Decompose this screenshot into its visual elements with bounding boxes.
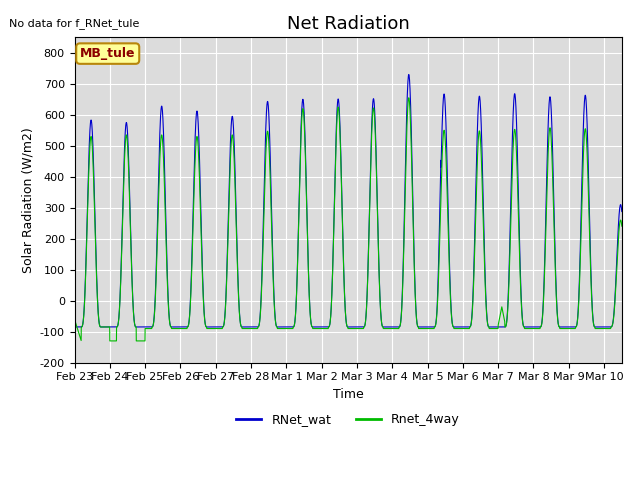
RNet_wat xyxy=(70,324,78,330)
Y-axis label: Solar Radiation (W/m2): Solar Radiation (W/m2) xyxy=(21,127,34,273)
Rnet_4way xyxy=(70,316,78,322)
X-axis label: Time: Time xyxy=(333,388,364,401)
RNet_wat xyxy=(188,265,195,271)
Title: Net Radiation: Net Radiation xyxy=(287,15,410,33)
RNet_wat xyxy=(636,324,640,330)
Rnet_4way xyxy=(378,322,386,328)
Rnet_4way xyxy=(540,293,548,299)
Rnet_4way xyxy=(106,338,114,344)
Rnet_4way xyxy=(636,325,640,331)
Rnet_4way xyxy=(554,322,562,327)
RNet_wat xyxy=(554,320,562,326)
Text: No data for f_RNet_tule: No data for f_RNet_tule xyxy=(9,18,140,29)
Rnet_4way xyxy=(408,187,416,193)
Line: Rnet_4way: Rnet_4way xyxy=(74,98,639,341)
RNet_wat xyxy=(378,321,386,327)
Rnet_4way xyxy=(512,140,520,145)
Text: MB_tule: MB_tule xyxy=(80,47,136,60)
RNet_wat xyxy=(540,291,547,297)
RNet_wat xyxy=(405,72,413,77)
RNet_wat xyxy=(408,168,416,173)
Rnet_4way xyxy=(405,95,413,101)
Legend: RNet_wat, Rnet_4way: RNet_wat, Rnet_4way xyxy=(231,408,465,431)
Rnet_4way xyxy=(188,268,196,274)
RNet_wat xyxy=(512,104,520,110)
Line: RNet_wat: RNet_wat xyxy=(74,74,639,327)
